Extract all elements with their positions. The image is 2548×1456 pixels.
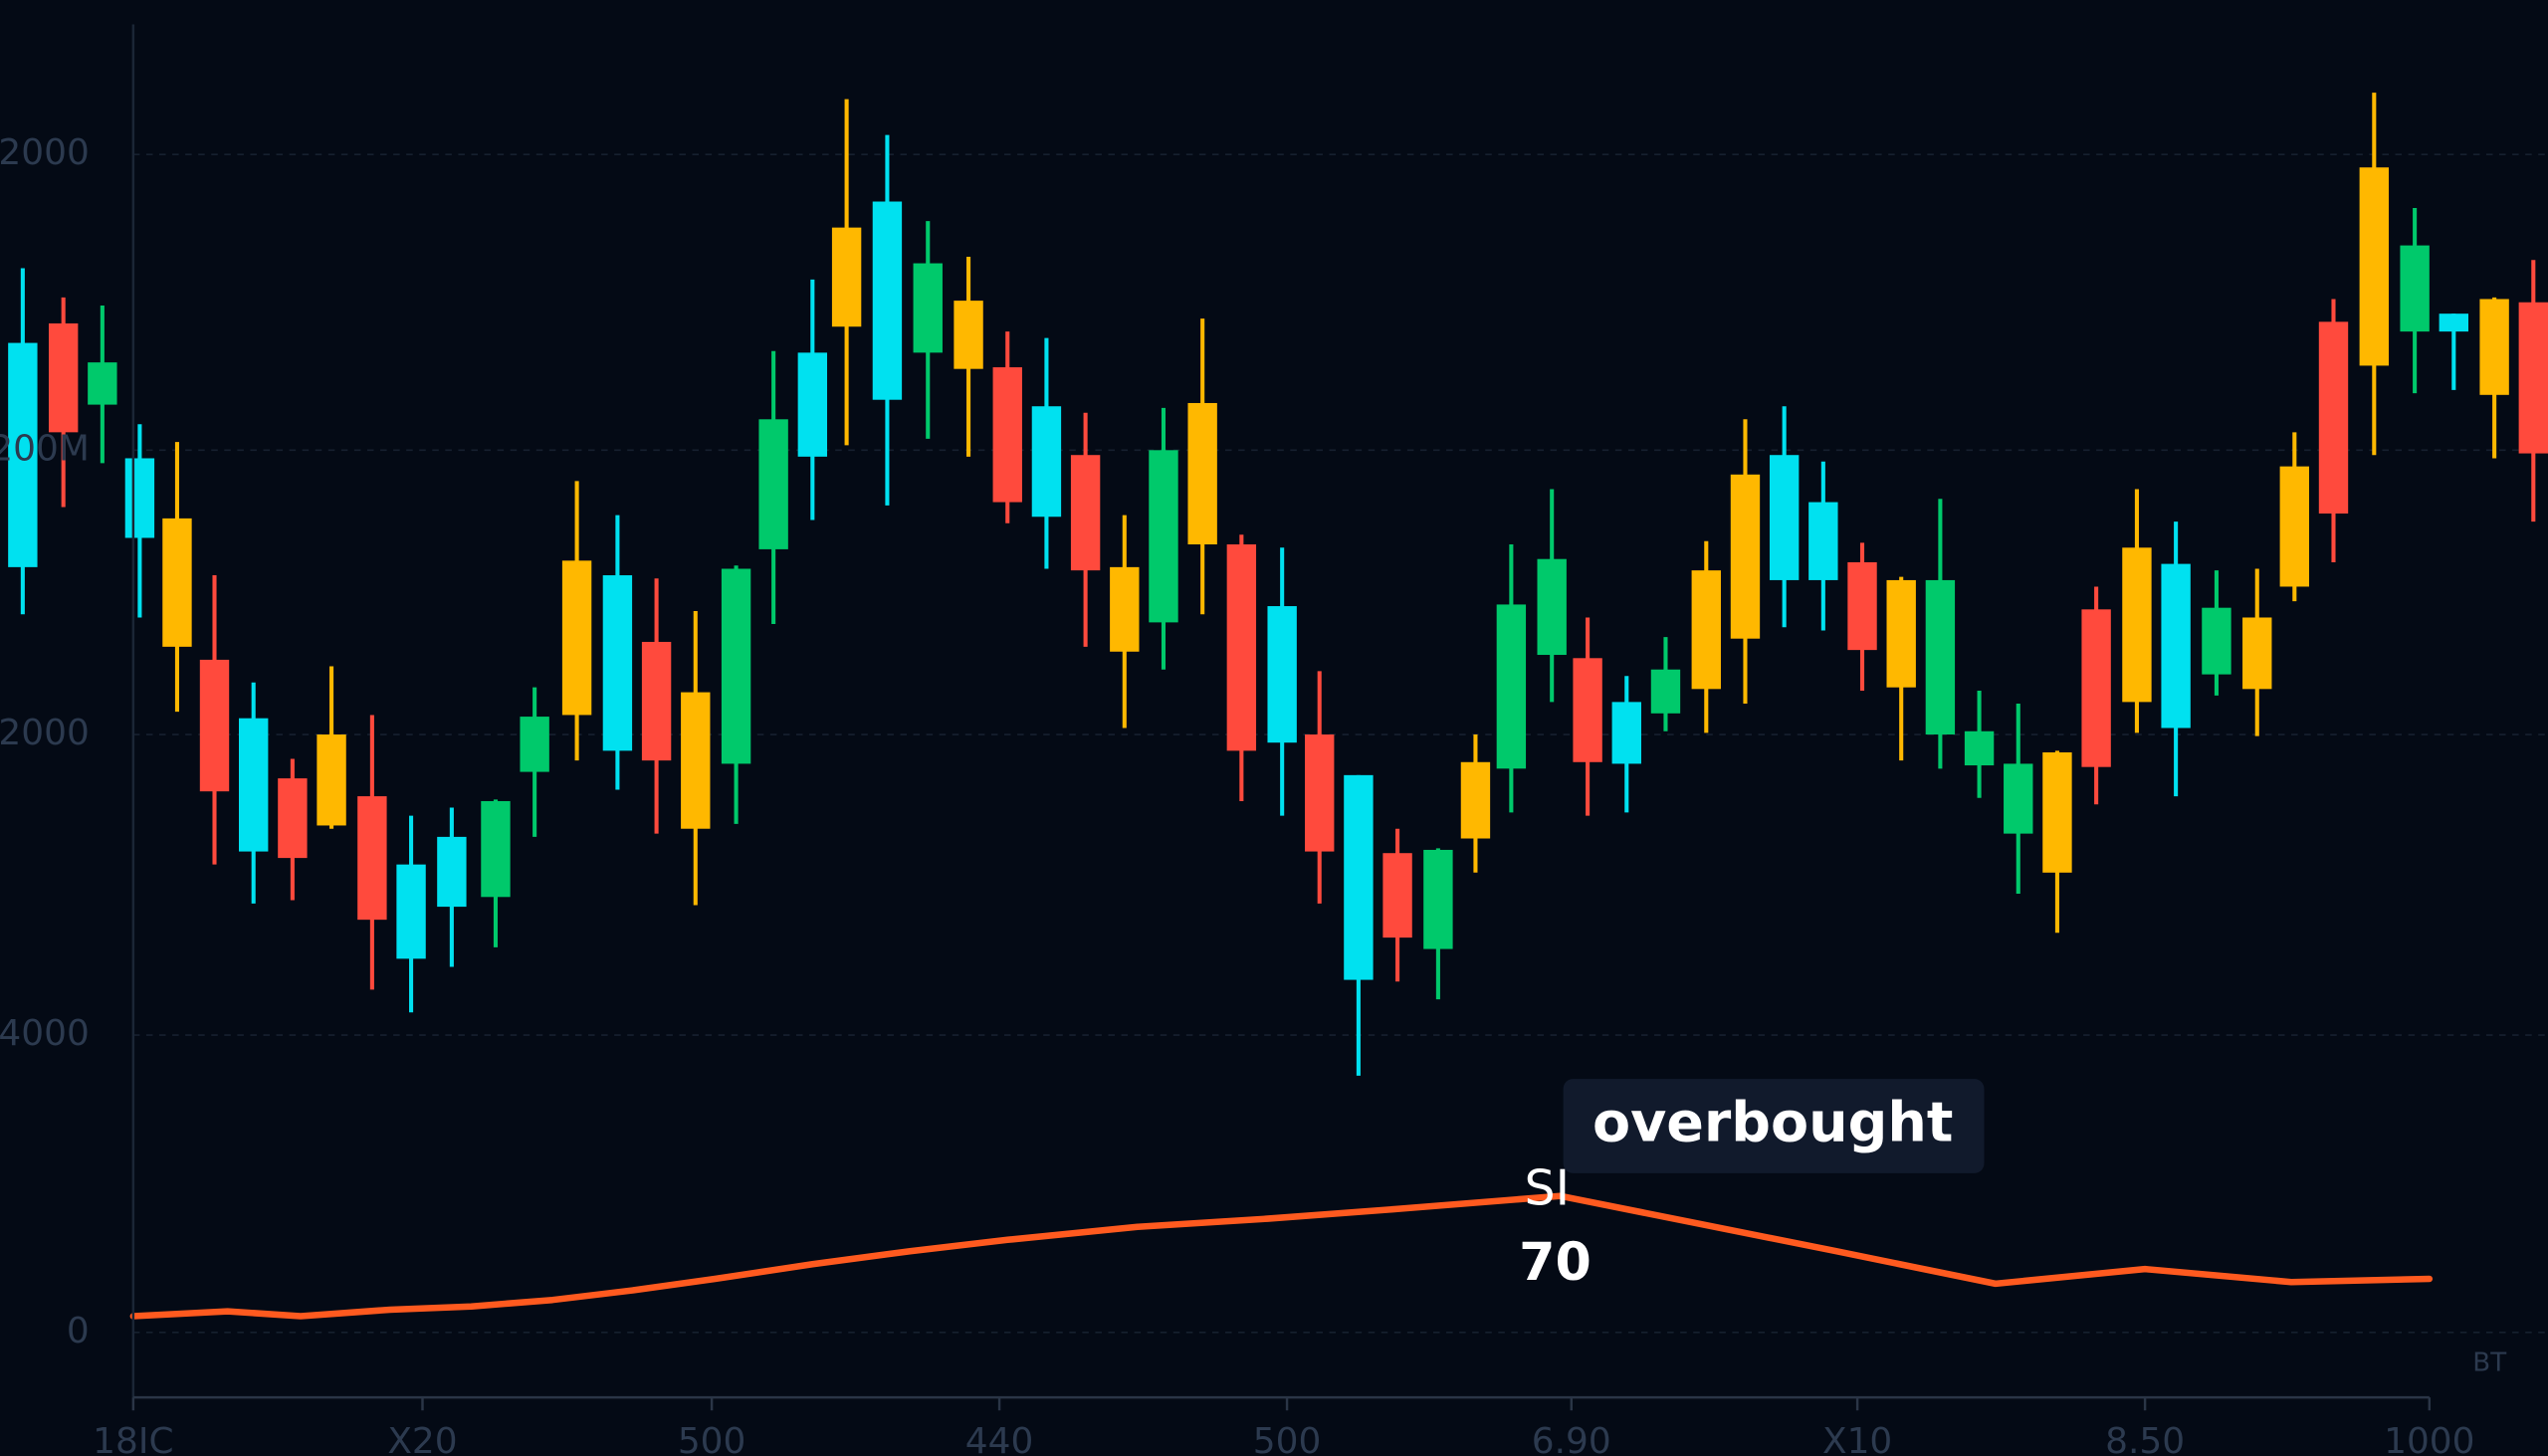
indicator-line bbox=[129, 1192, 2434, 1320]
candle-body bbox=[2202, 607, 2231, 675]
y-tick-label: 4000 bbox=[0, 1013, 90, 1054]
candle-body bbox=[1808, 502, 1838, 580]
candle-body bbox=[2318, 321, 2349, 514]
candle-body bbox=[2122, 547, 2152, 703]
candle-body bbox=[797, 352, 828, 457]
candle-body bbox=[1423, 849, 1453, 949]
candle-body bbox=[1925, 579, 1956, 735]
candle-body bbox=[2242, 617, 2272, 690]
candle-body bbox=[721, 568, 751, 764]
candle-body bbox=[2279, 466, 2309, 587]
annotation: overbought bbox=[1592, 1091, 1953, 1155]
candle-body bbox=[520, 717, 549, 772]
candles bbox=[8, 93, 2548, 1076]
candle-body bbox=[2042, 751, 2072, 873]
candle-body bbox=[1886, 579, 1916, 688]
y-tick-label: 0 bbox=[67, 1311, 90, 1352]
candle-body bbox=[1691, 570, 1721, 690]
x-tick-label: 500 bbox=[678, 1421, 746, 1456]
candle-body bbox=[2359, 167, 2389, 366]
candle-body bbox=[2161, 563, 2191, 728]
candle-body bbox=[1730, 474, 1761, 639]
candle-body bbox=[88, 362, 117, 405]
annotation-box bbox=[1563, 1079, 1985, 1173]
y-tick-label: 200M bbox=[0, 428, 90, 469]
candle-body bbox=[954, 301, 983, 369]
candle-body bbox=[1187, 402, 1217, 545]
candle-body bbox=[1226, 544, 1257, 751]
x-tick-label: X20 bbox=[387, 1421, 457, 1456]
x-tick-label: 6.90 bbox=[1532, 1421, 1611, 1456]
x-tick-label: X10 bbox=[1822, 1421, 1892, 1456]
axes: 0 4000 2000 200M 2000 18IC X20 500 440 500 6.90 X10… bbox=[0, 24, 2475, 1456]
annotation: 70 bbox=[1519, 1233, 1592, 1293]
candle-body bbox=[872, 201, 903, 400]
x-tick-label: 1000 bbox=[2384, 1421, 2474, 1456]
candle-body bbox=[758, 419, 788, 549]
candle-body bbox=[2081, 609, 2111, 767]
candle-body bbox=[239, 718, 269, 852]
x-tick-label: 500 bbox=[1253, 1421, 1322, 1456]
candle-body bbox=[1305, 734, 1335, 852]
candle-body bbox=[437, 836, 467, 908]
candle-body bbox=[278, 778, 308, 859]
candle-body bbox=[681, 692, 711, 829]
candle-body bbox=[913, 263, 943, 353]
candle-body bbox=[1573, 658, 1602, 762]
candle-body bbox=[1650, 669, 1681, 714]
x-tick-label: 8.50 bbox=[2105, 1421, 2185, 1456]
candle-body bbox=[8, 342, 38, 567]
candle-body bbox=[1769, 455, 1800, 580]
candle-body bbox=[602, 575, 633, 751]
candle-body bbox=[2479, 299, 2509, 395]
annotation: SI bbox=[1525, 1159, 1571, 1216]
candle-body bbox=[162, 518, 192, 647]
candle-body bbox=[199, 659, 230, 792]
candle-body bbox=[1460, 761, 1491, 839]
candle-body bbox=[317, 734, 346, 826]
candle-body bbox=[1496, 604, 1527, 769]
candle-body bbox=[1611, 702, 1641, 764]
candle-body bbox=[2004, 763, 2033, 834]
candle-body bbox=[357, 796, 387, 921]
candle-body bbox=[124, 458, 155, 538]
candle-body bbox=[2400, 245, 2430, 332]
candle-body bbox=[2439, 313, 2468, 332]
annotation: BT bbox=[2472, 1348, 2507, 1377]
candle-body bbox=[396, 864, 426, 959]
y-tick-label: 2000 bbox=[0, 132, 90, 173]
candle-body bbox=[48, 322, 79, 433]
candle-body bbox=[1031, 406, 1062, 518]
indicator bbox=[129, 1192, 2434, 1320]
candle-body bbox=[831, 227, 862, 327]
x-tick-label: 440 bbox=[965, 1421, 1034, 1456]
x-tick-label: 18IC bbox=[93, 1421, 173, 1456]
candle-body bbox=[1267, 606, 1297, 743]
candle-body bbox=[481, 800, 511, 898]
candle-body bbox=[2518, 302, 2548, 454]
candle-body bbox=[1382, 853, 1412, 938]
candle-body bbox=[1070, 455, 1101, 571]
candle-body bbox=[1110, 566, 1140, 652]
candle-body bbox=[992, 367, 1022, 503]
candle-body bbox=[641, 641, 672, 761]
candle-body bbox=[1847, 561, 1877, 651]
candle-body bbox=[561, 560, 592, 716]
candle-body bbox=[1344, 774, 1374, 980]
candle-body bbox=[1149, 450, 1178, 623]
candle-body bbox=[1537, 558, 1567, 656]
y-tick-label: 2000 bbox=[0, 713, 90, 753]
candle-body bbox=[1964, 730, 1995, 766]
